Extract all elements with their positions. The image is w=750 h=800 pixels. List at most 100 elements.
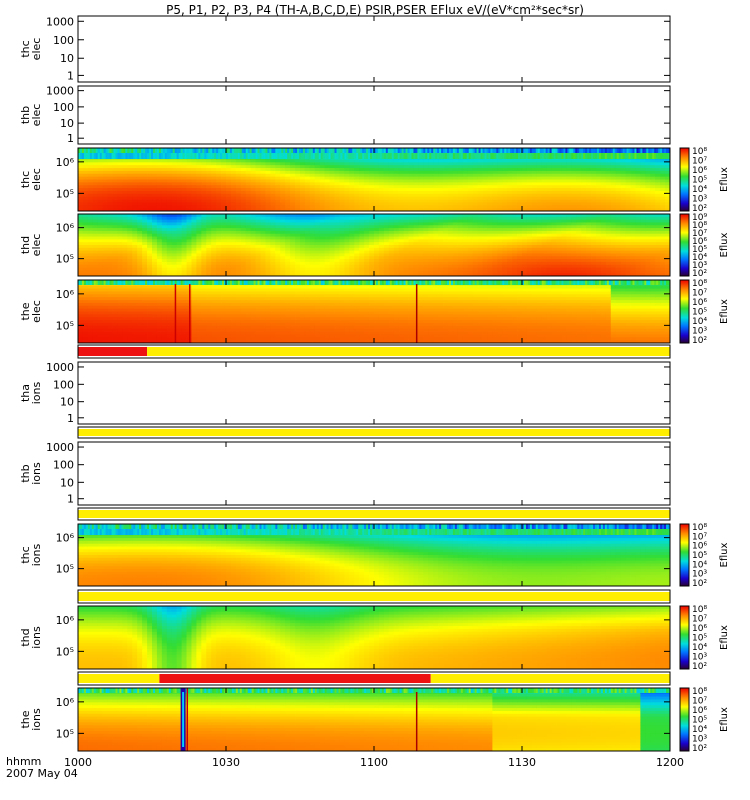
heatmap-cell bbox=[250, 242, 256, 246]
heatmap-cell bbox=[393, 162, 400, 166]
heatmap-cell bbox=[393, 239, 400, 243]
noise-strip bbox=[522, 153, 525, 159]
heatmap-cell bbox=[117, 165, 123, 169]
heatmap-cell bbox=[497, 179, 503, 183]
heatmap-cell bbox=[615, 176, 622, 180]
heatmap-cell bbox=[329, 261, 335, 266]
noise-strip bbox=[237, 153, 241, 159]
heatmap-cell bbox=[378, 208, 385, 212]
heatmap-cell bbox=[245, 199, 252, 203]
heatmap-cell bbox=[655, 190, 661, 195]
heatmap-cell bbox=[526, 190, 533, 195]
heatmap-cell bbox=[285, 216, 291, 221]
heatmap-cell bbox=[433, 225, 439, 229]
heatmap-cell bbox=[295, 270, 301, 274]
heatmap-cell bbox=[393, 216, 400, 221]
heatmap-cell bbox=[265, 250, 271, 254]
noise-strip bbox=[214, 153, 217, 159]
heatmap-cell bbox=[211, 228, 217, 232]
heatmap-cell bbox=[107, 165, 113, 169]
noise-strip bbox=[525, 148, 529, 153]
noise-strip bbox=[354, 148, 357, 153]
heatmap-cell bbox=[334, 216, 340, 221]
heatmap-cell bbox=[497, 190, 503, 195]
noise-strip bbox=[431, 153, 434, 159]
heatmap-cell bbox=[600, 202, 607, 206]
noise-strip bbox=[660, 148, 663, 153]
heatmap-cell bbox=[78, 199, 84, 203]
heatmap-cell bbox=[117, 261, 123, 266]
heatmap-cell bbox=[388, 193, 395, 198]
heatmap-cell bbox=[295, 196, 301, 200]
heatmap-cell bbox=[354, 176, 360, 180]
heatmap-cell bbox=[640, 179, 646, 183]
heatmap-cell bbox=[369, 219, 375, 223]
heatmap-cell bbox=[300, 259, 306, 263]
heatmap-cell bbox=[660, 159, 666, 163]
heatmap-cell bbox=[497, 185, 503, 189]
heatmap-cell bbox=[82, 168, 89, 172]
heatmap-cell bbox=[92, 250, 99, 254]
noise-strip bbox=[172, 148, 175, 153]
heatmap-cell bbox=[561, 188, 567, 192]
heatmap-cell bbox=[507, 205, 513, 209]
noise-strip bbox=[478, 153, 481, 159]
heatmap-cell bbox=[620, 173, 626, 178]
heatmap-cell bbox=[122, 159, 128, 163]
heatmap-cell bbox=[319, 219, 326, 223]
noise-strip bbox=[358, 148, 361, 153]
noise-strip bbox=[360, 148, 363, 153]
heatmap-cell bbox=[635, 202, 641, 206]
heatmap-cell bbox=[374, 202, 380, 206]
noise-strip bbox=[141, 148, 144, 153]
heatmap-cell bbox=[640, 168, 646, 172]
heatmap-cell bbox=[433, 214, 439, 218]
heatmap-cell bbox=[610, 173, 617, 178]
heatmap-cell bbox=[482, 168, 488, 172]
heatmap-cell bbox=[275, 273, 281, 277]
heatmap-cell bbox=[107, 168, 113, 172]
heatmap-cell bbox=[383, 193, 390, 198]
heatmap-cell bbox=[147, 273, 153, 277]
heatmap-cell bbox=[285, 202, 291, 206]
heatmap-cell bbox=[418, 176, 424, 180]
heatmap-cell bbox=[359, 233, 365, 237]
heatmap-cell bbox=[270, 208, 276, 212]
noise-strip bbox=[658, 148, 661, 153]
heatmap-cell bbox=[596, 176, 602, 180]
heatmap-cell bbox=[423, 225, 429, 229]
noise-strip bbox=[417, 148, 420, 153]
heatmap-cell bbox=[526, 162, 533, 166]
heatmap-cell bbox=[201, 230, 207, 235]
heatmap-cell bbox=[270, 202, 276, 206]
heatmap-cell bbox=[536, 170, 543, 175]
heatmap-cell bbox=[117, 196, 123, 200]
heatmap-cell bbox=[536, 159, 543, 163]
heatmap-cell bbox=[448, 202, 454, 206]
heatmap-cell bbox=[433, 216, 439, 221]
heatmap-cell bbox=[87, 168, 94, 172]
heatmap-cell bbox=[147, 199, 153, 203]
noise-strip bbox=[374, 153, 377, 159]
heatmap-cell bbox=[152, 199, 158, 203]
noise-strip bbox=[381, 153, 385, 159]
heatmap-cell bbox=[97, 233, 104, 237]
heatmap-cell bbox=[359, 193, 365, 198]
heatmap-cell bbox=[82, 199, 89, 203]
heatmap-cell bbox=[245, 259, 252, 263]
heatmap-cell bbox=[536, 205, 543, 209]
heatmap-cell bbox=[78, 236, 84, 240]
heatmap-cell bbox=[280, 168, 286, 172]
heatmap-cell bbox=[314, 170, 321, 175]
heatmap-cell bbox=[156, 245, 163, 249]
heatmap-cell bbox=[142, 188, 148, 192]
heatmap-cell bbox=[117, 247, 123, 252]
heatmap-cell bbox=[448, 182, 454, 186]
heatmap-cell bbox=[448, 253, 454, 257]
heatmap-cell bbox=[393, 273, 400, 277]
heatmap-cell bbox=[344, 208, 350, 212]
heatmap-cell bbox=[665, 170, 671, 175]
y-tick-label: 100 bbox=[53, 101, 74, 114]
heatmap-cell bbox=[87, 190, 94, 195]
heatmap-cell bbox=[576, 196, 582, 200]
